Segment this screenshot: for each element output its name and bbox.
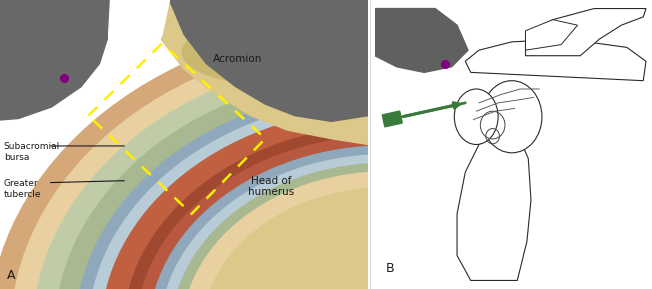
Ellipse shape	[482, 81, 542, 153]
Polygon shape	[0, 0, 110, 120]
Circle shape	[101, 108, 652, 289]
Circle shape	[171, 163, 602, 289]
Circle shape	[55, 72, 652, 289]
Text: Acromion: Acromion	[213, 54, 262, 64]
Circle shape	[160, 155, 614, 289]
Polygon shape	[140, 0, 368, 144]
Text: Greater
tubercle: Greater tubercle	[4, 179, 41, 199]
Circle shape	[0, 20, 652, 289]
Text: B: B	[386, 262, 394, 275]
Circle shape	[89, 98, 652, 289]
Ellipse shape	[183, 20, 348, 84]
FancyBboxPatch shape	[382, 111, 402, 127]
Polygon shape	[457, 128, 531, 280]
Circle shape	[149, 146, 625, 289]
Text: A: A	[7, 269, 16, 282]
Circle shape	[33, 55, 652, 289]
Polygon shape	[526, 20, 578, 50]
Circle shape	[203, 188, 571, 289]
Circle shape	[183, 172, 591, 289]
Ellipse shape	[454, 89, 498, 144]
Circle shape	[11, 38, 652, 289]
Polygon shape	[170, 0, 368, 121]
Circle shape	[123, 126, 650, 289]
Text: Head of
humerus: Head of humerus	[248, 176, 294, 197]
Polygon shape	[526, 9, 646, 56]
Polygon shape	[375, 9, 468, 72]
Polygon shape	[466, 39, 646, 81]
Text: Subacromial
bursa: Subacromial bursa	[4, 142, 60, 162]
Circle shape	[76, 88, 652, 289]
Polygon shape	[109, 0, 170, 81]
Circle shape	[136, 136, 637, 289]
